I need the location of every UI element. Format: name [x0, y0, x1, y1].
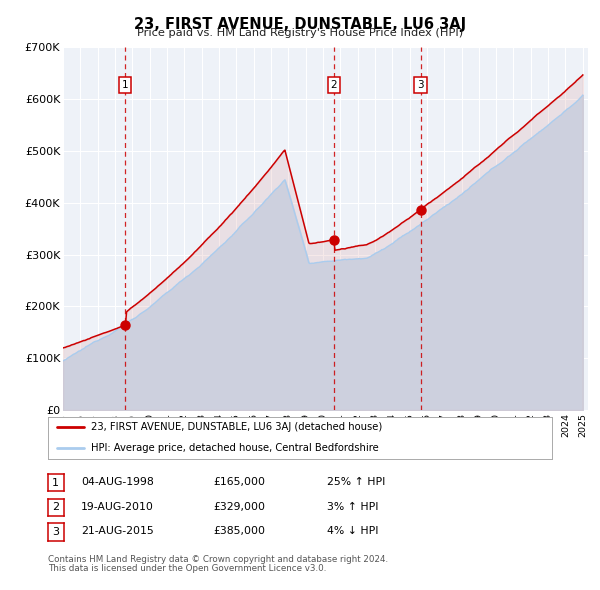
Text: £165,000: £165,000 [213, 477, 265, 487]
Text: 23, FIRST AVENUE, DUNSTABLE, LU6 3AJ (detached house): 23, FIRST AVENUE, DUNSTABLE, LU6 3AJ (de… [91, 422, 382, 432]
Text: 4% ↓ HPI: 4% ↓ HPI [327, 526, 379, 536]
Text: Price paid vs. HM Land Registry's House Price Index (HPI): Price paid vs. HM Land Registry's House … [137, 28, 463, 38]
Text: HPI: Average price, detached house, Central Bedfordshire: HPI: Average price, detached house, Cent… [91, 443, 379, 453]
Text: 1: 1 [52, 478, 59, 487]
Text: Contains HM Land Registry data © Crown copyright and database right 2024.: Contains HM Land Registry data © Crown c… [48, 555, 388, 564]
Text: 2: 2 [52, 503, 59, 512]
Text: 1: 1 [122, 80, 128, 90]
Text: This data is licensed under the Open Government Licence v3.0.: This data is licensed under the Open Gov… [48, 565, 326, 573]
Text: 21-AUG-2015: 21-AUG-2015 [81, 526, 154, 536]
Text: £329,000: £329,000 [213, 502, 265, 512]
Text: 25% ↑ HPI: 25% ↑ HPI [327, 477, 385, 487]
Text: 3: 3 [52, 527, 59, 537]
Text: 3% ↑ HPI: 3% ↑ HPI [327, 502, 379, 512]
Text: 2: 2 [331, 80, 337, 90]
Text: 23, FIRST AVENUE, DUNSTABLE, LU6 3AJ: 23, FIRST AVENUE, DUNSTABLE, LU6 3AJ [134, 17, 466, 31]
Text: 04-AUG-1998: 04-AUG-1998 [81, 477, 154, 487]
Text: 19-AUG-2010: 19-AUG-2010 [81, 502, 154, 512]
Text: £385,000: £385,000 [213, 526, 265, 536]
Text: 3: 3 [418, 80, 424, 90]
